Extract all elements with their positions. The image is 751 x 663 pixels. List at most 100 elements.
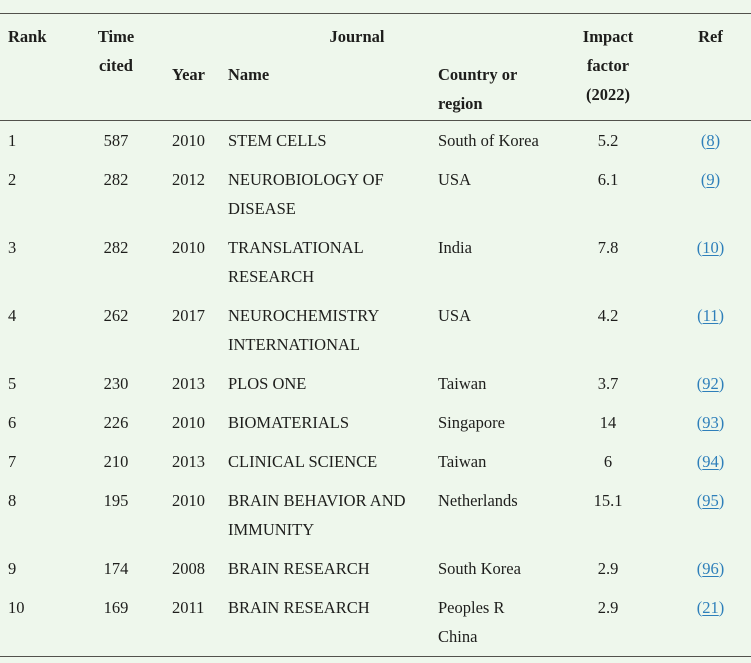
table-row: 1 587 2010 STEM CELLS South of Korea 5.2… [0, 120, 751, 160]
col-header-time-cited-label: Time cited [97, 27, 135, 75]
ref-cell: 11 [670, 296, 751, 364]
table-row: 7 210 2013 CLINICAL SCIENCE Taiwan 6 94 [0, 442, 751, 481]
table-row: 2 282 2012 NEUROBIOLOGY OF DISEASE USA 6… [0, 160, 751, 228]
ref-link[interactable]: 8 [701, 131, 720, 150]
impact-factor-cell: 3.7 [597, 374, 619, 393]
ref-link[interactable]: 96 [697, 559, 725, 578]
rank-cell: 9 [8, 559, 17, 578]
rank-cell: 8 [8, 491, 17, 510]
year-cell: 2010 [172, 238, 205, 257]
year-cell: 2010 [168, 120, 224, 160]
ref-number: 94 [702, 452, 719, 471]
journal-name-cell: BRAIN BEHAVIOR AND IMMUNITY [228, 491, 406, 539]
rank-cell: 1 [0, 120, 64, 160]
rank-cell: 5 [8, 374, 17, 393]
table-row: 10 169 2011 BRAIN RESEARCH Peoples R Chi… [0, 588, 751, 657]
col-header-time-cited: Time cited [64, 14, 168, 121]
ref-link[interactable]: 95 [697, 491, 725, 510]
table-row: 9 174 2008 BRAIN RESEARCH South Korea 2.… [0, 549, 751, 588]
table-row: 6 226 2010 BIOMATERIALS Singapore 14 93 [0, 403, 751, 442]
impact-factor-cell: 2.9 [597, 598, 619, 617]
time-cited-cell: 587 [64, 120, 168, 160]
ref-number: 9 [706, 170, 715, 189]
ref-number: 93 [702, 413, 719, 432]
table-row: 5 230 2013 PLOS ONE Taiwan 3.7 92 [0, 364, 751, 403]
ref-cell: 10 [670, 228, 751, 296]
ref-cell: 96 [670, 549, 751, 588]
impact-factor-cell: 6 [603, 452, 613, 471]
country-cell: USA [434, 296, 546, 364]
rank-cell: 2 [8, 170, 17, 189]
ref-link[interactable]: 21 [697, 598, 725, 617]
year-cell: 2008 [172, 559, 205, 578]
country-label: Peoples R China [438, 598, 505, 646]
country-cell: Singapore [434, 403, 546, 442]
year-cell: 2013 [172, 374, 205, 393]
country-label: South of Korea [438, 131, 539, 150]
country-cell: Netherlands [434, 481, 546, 549]
ref-number: 10 [702, 238, 719, 257]
impact-factor-cell: 5.2 [546, 120, 671, 160]
impact-factor-cell: 6.1 [597, 170, 619, 189]
country-label: Taiwan [438, 374, 487, 393]
col-header-journal: Journal [329, 27, 385, 46]
country-cell: South Korea [434, 549, 546, 588]
time-cited-cell: 195 [103, 491, 129, 510]
country-cell: USA [434, 160, 546, 228]
rank-cell: 4 [8, 306, 17, 325]
journal-name-cell: PLOS ONE [228, 374, 307, 393]
ref-cell: 92 [670, 364, 751, 403]
rank-cell: 6 [8, 413, 17, 432]
journal-name-cell: STEM CELLS [224, 120, 434, 160]
country-label: India [438, 238, 472, 257]
ref-link[interactable]: 94 [697, 452, 725, 471]
impact-factor-cell: 14 [599, 413, 617, 432]
ref-link[interactable]: 93 [697, 413, 725, 432]
rank-cell: 7 [8, 452, 17, 471]
time-cited-cell: 262 [103, 306, 129, 325]
col-header-impact-factor: Impact factor (2022) [546, 14, 670, 121]
header-row-2: Year Name Country or region [0, 51, 751, 121]
country-cell: India [434, 228, 546, 296]
year-cell: 2010 [172, 491, 205, 510]
country-label: South Korea [438, 559, 521, 578]
time-cited-cell: 230 [103, 374, 129, 393]
country-label: USA [438, 306, 472, 325]
country-cell: Taiwan [434, 442, 546, 481]
ref-number: 95 [702, 491, 719, 510]
journal-name-cell: BIOMATERIALS [228, 413, 350, 432]
impact-factor-cell: 4.2 [597, 306, 619, 325]
time-cited-cell: 226 [103, 413, 129, 432]
ref-cell: 8 [670, 120, 751, 160]
country-cell: South of Korea [434, 120, 547, 160]
journal-name-cell: CLINICAL SCIENCE [228, 452, 378, 471]
ref-cell: 94 [670, 442, 751, 481]
col-header-rank: Rank [8, 27, 47, 46]
ref-link[interactable]: 10 [697, 238, 725, 257]
ref-number: 92 [702, 374, 719, 393]
ref-number: 96 [702, 559, 719, 578]
ref-cell: 21 [670, 588, 751, 657]
country-label: USA [438, 170, 472, 189]
ref-link[interactable]: 9 [701, 170, 720, 189]
col-header-impact-factor-label: Impact factor (2022) [582, 27, 634, 104]
col-header-country: Country or region [434, 51, 546, 121]
year-cell: 2017 [172, 306, 205, 325]
impact-factor-cell: 15.1 [593, 491, 623, 510]
ref-number: 21 [702, 598, 719, 617]
country-label: Taiwan [438, 452, 487, 471]
ref-link[interactable]: 92 [697, 374, 725, 393]
table-row: 4 262 2017 NEUROCHEMISTRY INTERNATIONAL … [0, 296, 751, 364]
time-cited-cell: 174 [103, 559, 129, 578]
year-cell: 2012 [172, 170, 205, 189]
ref-link[interactable]: 11 [697, 306, 724, 325]
time-cited-cell: 210 [103, 452, 129, 471]
ref-number: 8 [706, 131, 715, 150]
table-row: 3 282 2010 TRANSLATIONAL RESEARCH India … [0, 228, 751, 296]
country-label: Netherlands [438, 491, 518, 510]
year-cell: 2013 [172, 452, 205, 471]
journal-name-cell: BRAIN RESEARCH [228, 598, 370, 617]
ref-cell: 93 [670, 403, 751, 442]
time-cited-cell: 282 [103, 170, 129, 189]
